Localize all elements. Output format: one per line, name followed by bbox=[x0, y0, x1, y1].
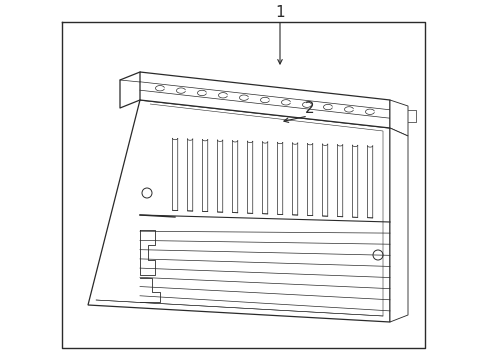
Polygon shape bbox=[140, 72, 389, 128]
Polygon shape bbox=[389, 128, 407, 322]
Text: 2: 2 bbox=[305, 100, 314, 116]
Polygon shape bbox=[88, 100, 389, 322]
Polygon shape bbox=[389, 100, 407, 136]
Text: 1: 1 bbox=[275, 5, 284, 19]
